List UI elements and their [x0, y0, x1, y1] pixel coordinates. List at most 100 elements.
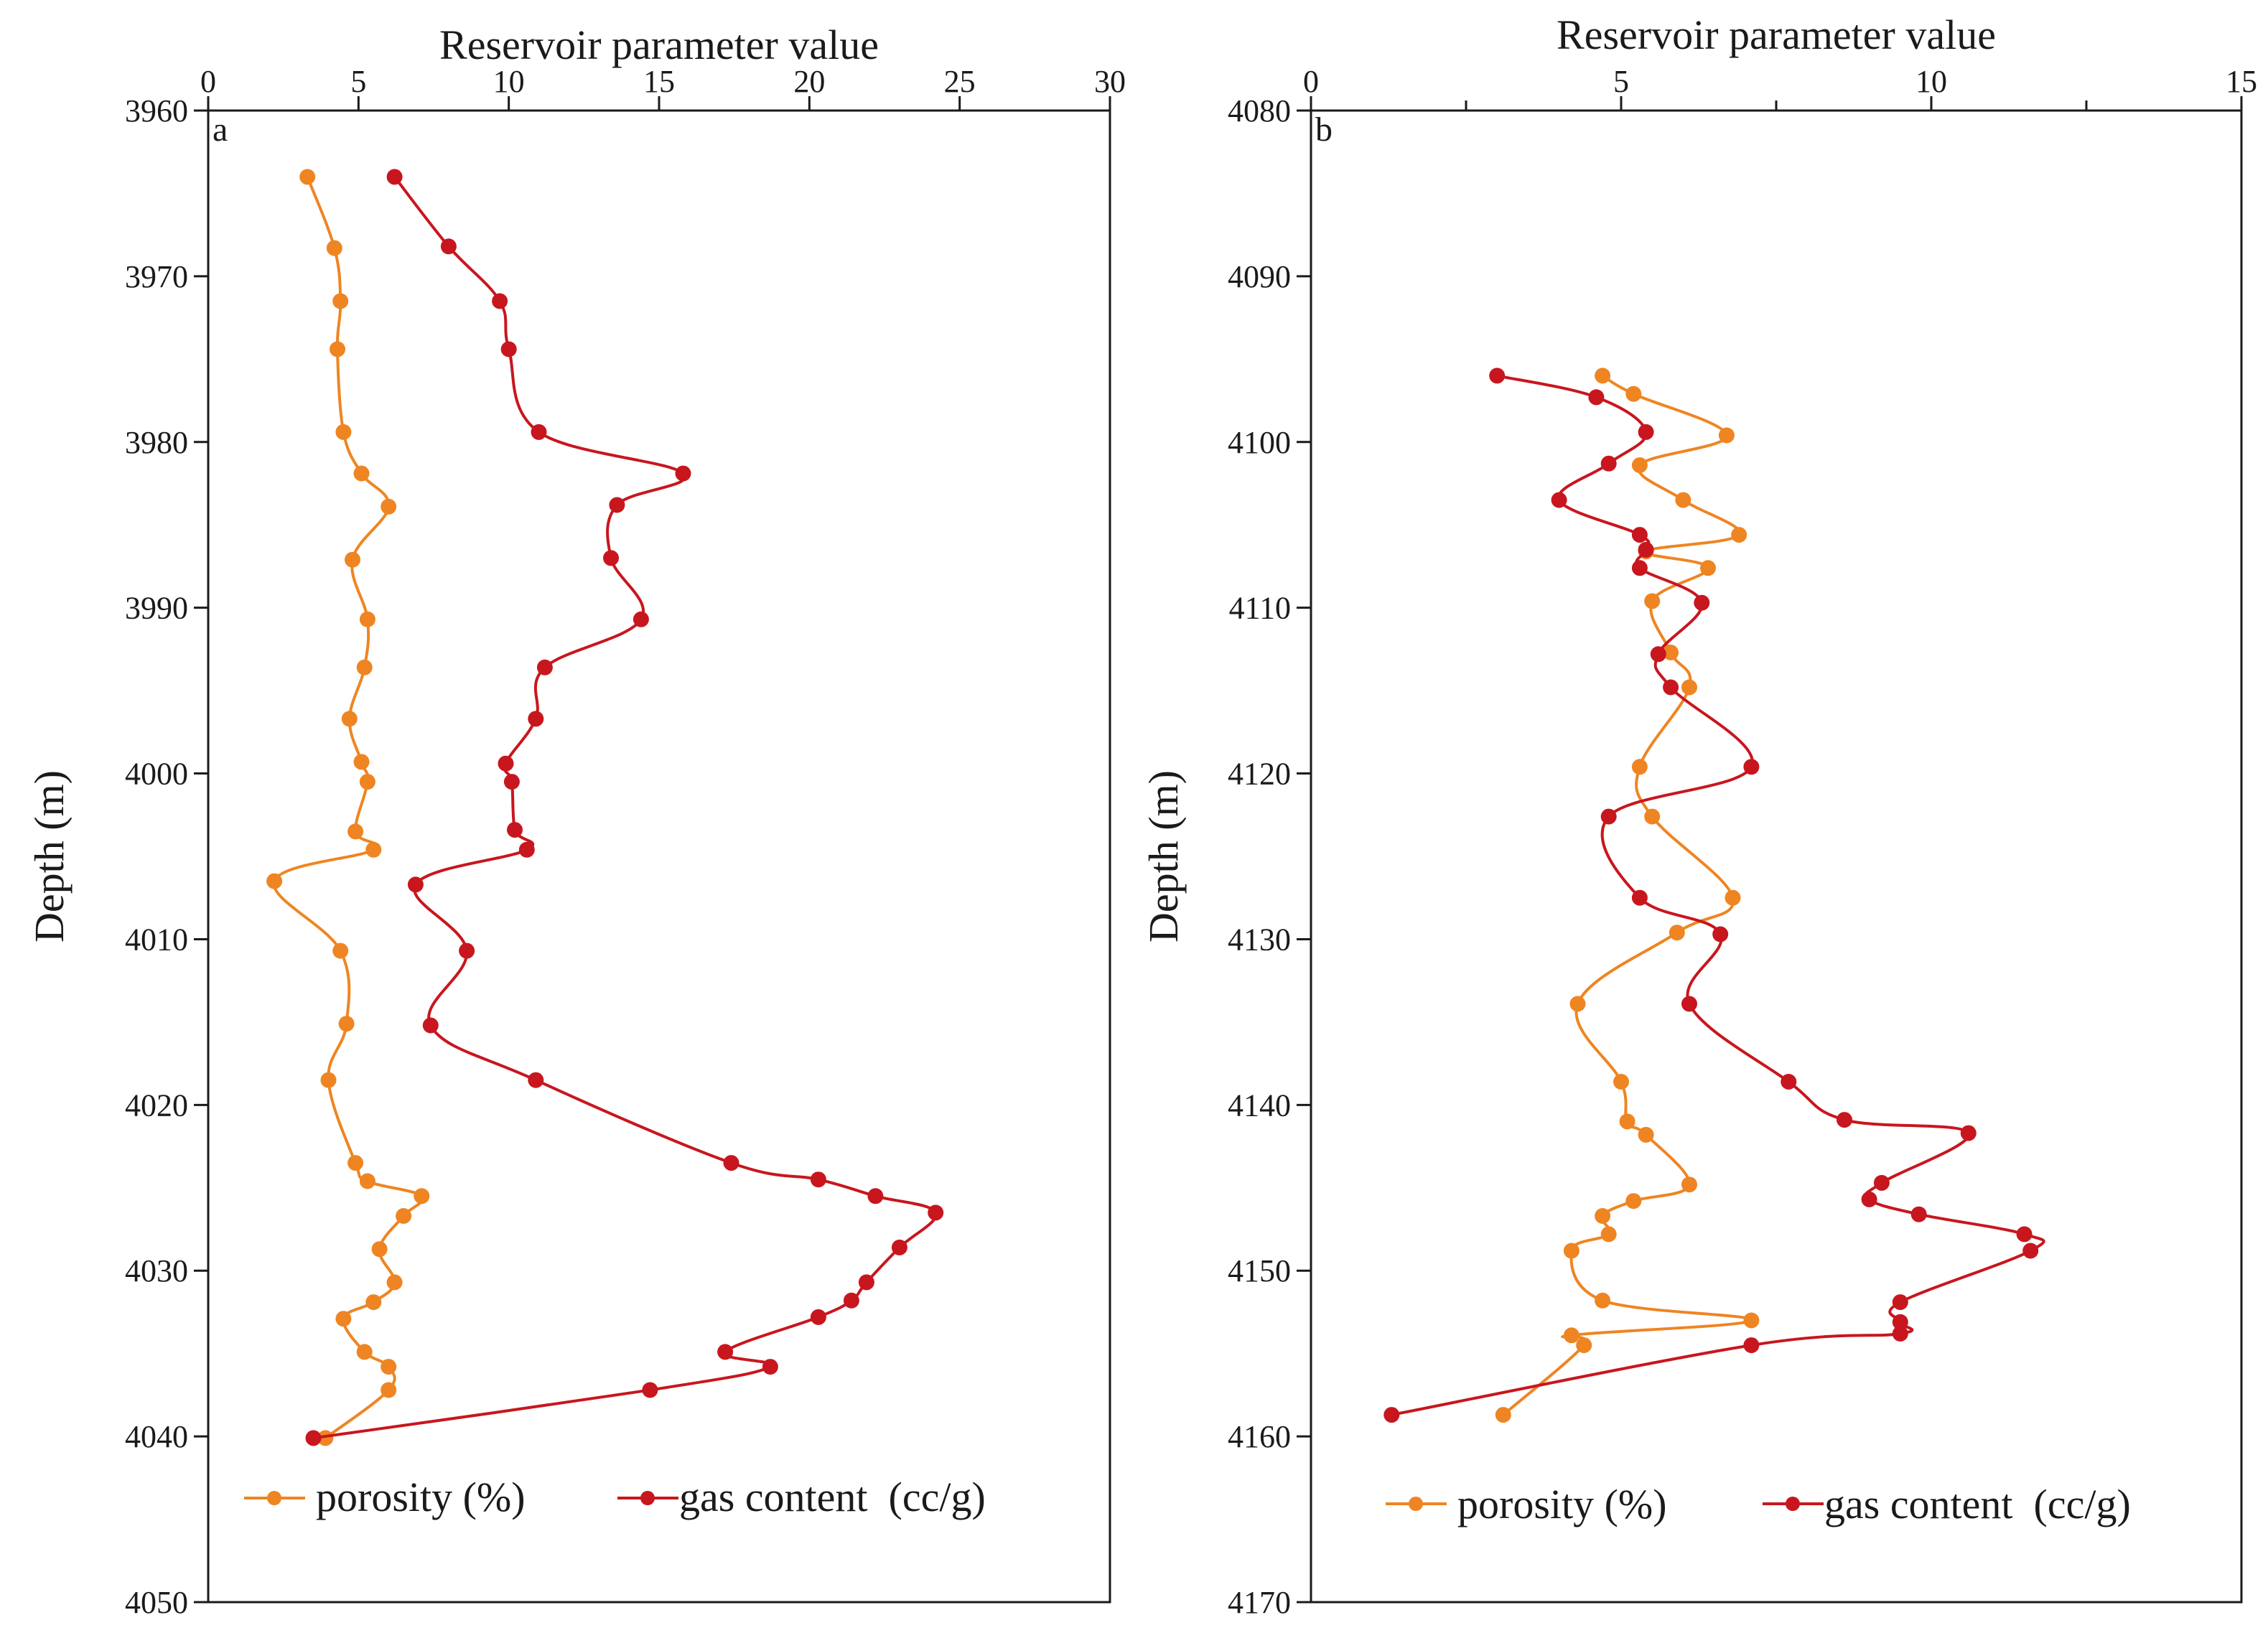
panel-b-y-tick-label: 4090: [1228, 259, 1291, 294]
panel-b-porosity-point: [1576, 1337, 1592, 1354]
panel-a-gas-content-point: [717, 1344, 734, 1360]
panel-a-gas-content-point: [536, 659, 553, 675]
panel-a-gas-content-point: [609, 497, 625, 513]
panel-a-porosity-point: [353, 754, 370, 770]
panel-a-gas-content-point: [503, 774, 520, 790]
panel-a-x-ticks: 0 5 10 15 20 25 30: [200, 64, 1126, 111]
panel-a-gas-content-point: [422, 1017, 439, 1034]
panel-b-porosity-point: [1644, 808, 1661, 825]
panel-a-porosity-point: [359, 1173, 375, 1189]
panel-b-porosity-point: [1669, 925, 1685, 941]
panel-b-legend: porosity (%) gas content (cc/g): [1386, 1481, 2131, 1527]
panel-a-porosity-point: [381, 1359, 397, 1375]
panel-a-porosity-point: [371, 1241, 388, 1258]
panel-b-porosity-point: [1495, 1407, 1511, 1423]
panel-b-gas-content-point: [1631, 889, 1648, 906]
panel-b-porosity-point: [1619, 1113, 1635, 1130]
panel-b-gas-content-point: [1600, 455, 1617, 472]
panel-b-x-tick-label: 15: [2226, 64, 2257, 99]
panel-a-gas-content-point: [723, 1155, 739, 1171]
panel-b-gas-content-point: [1663, 679, 1679, 696]
panel-b-porosity-point: [1595, 1208, 1611, 1224]
panel-a-y-ticks: 3960 3970 3980 3990 4000 4010 4020 4030 4040 4050: [125, 93, 208, 1620]
panel-a-gas-content-point: [810, 1309, 826, 1325]
panel-a-gas-content-point: [531, 424, 547, 440]
panel-a-x-tick-label: 15: [643, 64, 675, 99]
panel-a-gas-content-point: [459, 942, 475, 959]
panel-b-gas-content-point: [1712, 926, 1729, 942]
panel-b-y-tick-label: 4140: [1228, 1087, 1291, 1123]
panel-b-porosity-point: [1663, 645, 1679, 660]
panel-b-porosity-point: [1563, 1327, 1579, 1344]
panel-b-legend-gas-label: gas content (cc/g): [1824, 1481, 2131, 1527]
panel-b-porosity-point: [1595, 368, 1611, 384]
panel-b-porosity-point: [1681, 679, 1697, 696]
panel-a-porosity-point: [335, 424, 352, 440]
panel-b-gas-content-point: [1638, 424, 1654, 440]
panel-a-y-tick-label: 3990: [125, 591, 188, 626]
panel-b-y-tick-label: 4120: [1228, 757, 1291, 792]
panel-a-series: [266, 169, 944, 1446]
panel-a-porosity-point: [317, 1430, 334, 1446]
panel-b-gas-content-point: [1694, 594, 1710, 611]
panel-b-porosity-point: [1725, 889, 1741, 906]
panel-b-y-tick-label: 4160: [1228, 1419, 1291, 1454]
panel-a-gas-content-point: [440, 238, 457, 255]
panel-b-porosity-point: [1595, 1292, 1611, 1309]
panel-b-legend-porosity-label: porosity (%): [1457, 1481, 1667, 1527]
panel-b-gas-content-point: [1743, 759, 1760, 775]
panel-a-y-tick-label: 4050: [125, 1585, 188, 1620]
panel-a-gas-content-point: [407, 876, 424, 893]
panel-a-gas-content-point: [810, 1171, 826, 1188]
panel-a-gas-content-point: [528, 711, 544, 727]
panel-b-porosity-point: [1644, 593, 1661, 609]
panel-a-x-tick-label: 10: [493, 64, 525, 99]
panel-a-gas-content-point: [642, 1382, 658, 1398]
panel-b-porosity-point: [1731, 527, 1747, 543]
panel-a-gas-content-point: [386, 169, 403, 185]
panel-b-y-tick-label: 4110: [1229, 591, 1291, 626]
panel-a-gas-content-point: [603, 550, 619, 566]
panel-b: Reservoir parameter value b Depth (m) 0 5…: [1140, 11, 2257, 1620]
panel-a-porosity-point: [356, 1344, 373, 1360]
panel-b-y-tick-label: 4080: [1228, 93, 1291, 128]
panel-b-porosity-point: [1743, 1312, 1760, 1329]
panel-b-gas-content-point: [1873, 1174, 1890, 1191]
panel-a-x-tick-label: 30: [1094, 64, 1126, 99]
panel-b-gas-content-point: [1861, 1191, 1877, 1207]
panel-b-porosity-line: [1502, 374, 1753, 1416]
panel-a-label: a: [213, 111, 228, 149]
panel-b-label: b: [1315, 111, 1333, 149]
panel-a-porosity-point: [381, 1382, 397, 1398]
panel-a-gas-content-point: [858, 1274, 874, 1291]
panel-b-gas-content-point: [1383, 1407, 1400, 1423]
panel-b-gas-content-point: [1638, 541, 1654, 558]
panel-a-title: Reservoir parameter value: [439, 22, 879, 68]
panel-a-gas-content-point: [867, 1188, 884, 1204]
panel-b-gas-content-point: [1588, 389, 1605, 406]
panel-b-x-tick-label: 5: [1613, 64, 1629, 99]
panel-a-porosity-point: [414, 1188, 430, 1204]
panel-b-gas-content-point: [1631, 527, 1648, 543]
panel-a-gas-content-point: [928, 1204, 944, 1221]
panel-a-porosity-point: [356, 659, 373, 675]
panel-a-y-tick-label: 4000: [125, 757, 188, 792]
panel-b-title: Reservoir parameter value: [1557, 11, 1996, 58]
panel-a-porosity-point: [353, 465, 370, 482]
panel-b-porosity-point: [1631, 457, 1648, 474]
panel-a-porosity-point: [396, 1208, 412, 1224]
panel-a-gas-content-point: [762, 1359, 778, 1375]
panel-a-y-tick-label: 4040: [125, 1419, 188, 1454]
panel-b-porosity-point: [1631, 759, 1648, 775]
panel-b-gas-content-point: [2022, 1243, 2039, 1259]
panel-b-gas-content-point: [1910, 1206, 1927, 1222]
panel-b-y-tick-label: 4100: [1228, 425, 1291, 460]
panel-b-x-ticks: 0 5 10 15: [1303, 64, 2257, 111]
panel-b-gas-content-point: [1892, 1294, 1908, 1311]
panel-b-y-ticks: 4080 4090 4100 4110 4120 4130 4140 4150 4160 4170: [1228, 93, 1311, 1620]
panel-b-gas-content-point: [1600, 808, 1617, 825]
panel-a: Reservoir parameter value a Depth (m) 0 5…: [26, 22, 1126, 1620]
panel-a-porosity-point: [347, 823, 364, 840]
panel-b-gas-content-point: [1631, 560, 1648, 576]
